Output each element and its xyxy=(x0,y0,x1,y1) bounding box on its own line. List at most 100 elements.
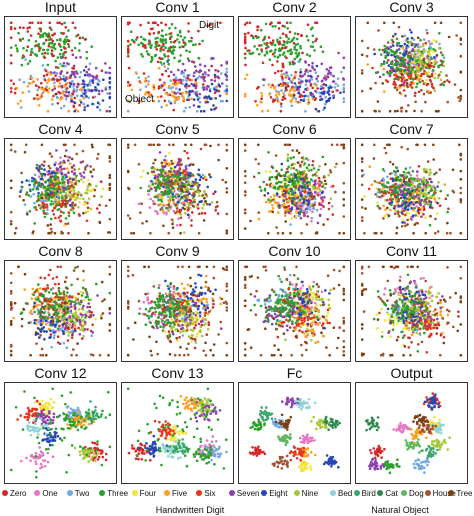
scatter-point xyxy=(299,93,302,96)
scatter-point xyxy=(13,150,17,153)
scatter-point xyxy=(378,48,381,52)
scatter-point xyxy=(187,216,191,220)
scatter-point xyxy=(360,219,364,222)
scatter-point xyxy=(207,85,210,88)
scatter-point xyxy=(314,190,317,194)
scatter-point xyxy=(383,90,386,93)
scatter-point xyxy=(173,195,177,198)
scatter-point xyxy=(199,147,203,151)
scatter-point xyxy=(159,38,162,41)
scatter-point xyxy=(218,85,222,88)
scatter-point xyxy=(30,48,34,51)
scatter-point xyxy=(287,85,290,88)
scatter-point xyxy=(388,74,392,78)
scatter-point xyxy=(424,66,428,69)
scatter-point xyxy=(187,59,191,63)
scatter-point xyxy=(331,90,334,94)
scatter-point xyxy=(59,219,62,222)
scatter-point xyxy=(394,68,398,72)
scatter-point xyxy=(382,67,386,71)
scatter-point xyxy=(70,181,73,184)
scatter-point xyxy=(57,289,61,293)
scatter-point xyxy=(423,143,427,147)
scatter-point xyxy=(243,208,247,211)
scatter-point xyxy=(254,158,257,161)
scatter-point xyxy=(323,186,327,190)
scatter-point xyxy=(213,107,216,111)
scatter-point xyxy=(254,34,258,38)
scatter-point xyxy=(156,175,160,179)
scatter-point xyxy=(372,48,376,51)
scatter-point xyxy=(225,229,229,232)
scatter-point xyxy=(188,39,191,43)
scatter-point xyxy=(62,77,65,81)
scatter-point xyxy=(291,85,294,89)
scatter-point xyxy=(308,194,312,198)
scatter-point xyxy=(13,91,17,95)
scatter-point xyxy=(188,93,191,97)
scatter-point xyxy=(66,179,70,182)
scatter-point xyxy=(342,83,346,87)
scatter-point xyxy=(179,78,183,82)
scatter-plot xyxy=(4,260,117,362)
scatter-point xyxy=(79,192,82,196)
scatter-point xyxy=(433,60,437,63)
scatter-point xyxy=(165,178,168,181)
scatter-point xyxy=(409,70,413,73)
scatter-point xyxy=(311,66,314,70)
scatter-point xyxy=(373,180,377,183)
scatter-point xyxy=(37,104,41,107)
scatter-point xyxy=(150,58,154,61)
scatter-point xyxy=(278,53,282,57)
scatter-point xyxy=(409,177,413,180)
scatter-point xyxy=(61,175,65,179)
scatter-point xyxy=(81,324,85,328)
scatter-point xyxy=(141,55,144,58)
scatter-point xyxy=(68,191,72,194)
scatter-point xyxy=(259,189,263,192)
scatter-point xyxy=(84,65,88,68)
scatter-point xyxy=(180,189,183,193)
scatter-point xyxy=(221,82,224,85)
scatter-point xyxy=(183,69,187,72)
scatter-point xyxy=(86,295,89,299)
scatter-point xyxy=(342,191,346,194)
scatter-point xyxy=(47,44,51,48)
scatter-point xyxy=(50,155,54,158)
panel-title: Conv 7 xyxy=(389,121,434,137)
scatter-point xyxy=(403,34,407,37)
scatter-point xyxy=(401,46,405,49)
scatter-point xyxy=(160,40,164,44)
scatter-point xyxy=(304,70,307,73)
scatter-point xyxy=(64,98,68,101)
scatter-point xyxy=(97,83,100,86)
scatter-point xyxy=(147,42,150,46)
scatter-point xyxy=(43,173,47,176)
scatter-point xyxy=(433,76,436,80)
scatter-point xyxy=(360,216,364,219)
scatter-point xyxy=(303,73,307,76)
scatter-point xyxy=(49,227,53,231)
scatter-point xyxy=(75,174,78,178)
scatter-point xyxy=(167,47,171,50)
scatter-point xyxy=(44,319,48,323)
scatter-point xyxy=(196,98,200,101)
scatter-point xyxy=(176,38,179,41)
panel-conv-3: Conv 3 xyxy=(355,0,468,118)
scatter-point xyxy=(459,231,463,235)
scatter-point xyxy=(85,70,89,74)
scatter-point xyxy=(439,70,443,74)
scatter-point xyxy=(437,197,441,200)
scatter-point xyxy=(422,186,426,189)
scatter-point xyxy=(62,290,66,293)
scatter-point xyxy=(217,143,220,147)
scatter-point xyxy=(65,187,69,191)
scatter-point xyxy=(9,186,13,190)
scatter-point xyxy=(57,194,60,198)
scatter-point xyxy=(243,38,247,41)
scatter-point xyxy=(284,205,287,209)
scatter-point xyxy=(77,179,81,183)
scatter-point xyxy=(84,166,87,169)
scatter-point xyxy=(40,192,44,196)
scatter-point xyxy=(77,167,81,171)
